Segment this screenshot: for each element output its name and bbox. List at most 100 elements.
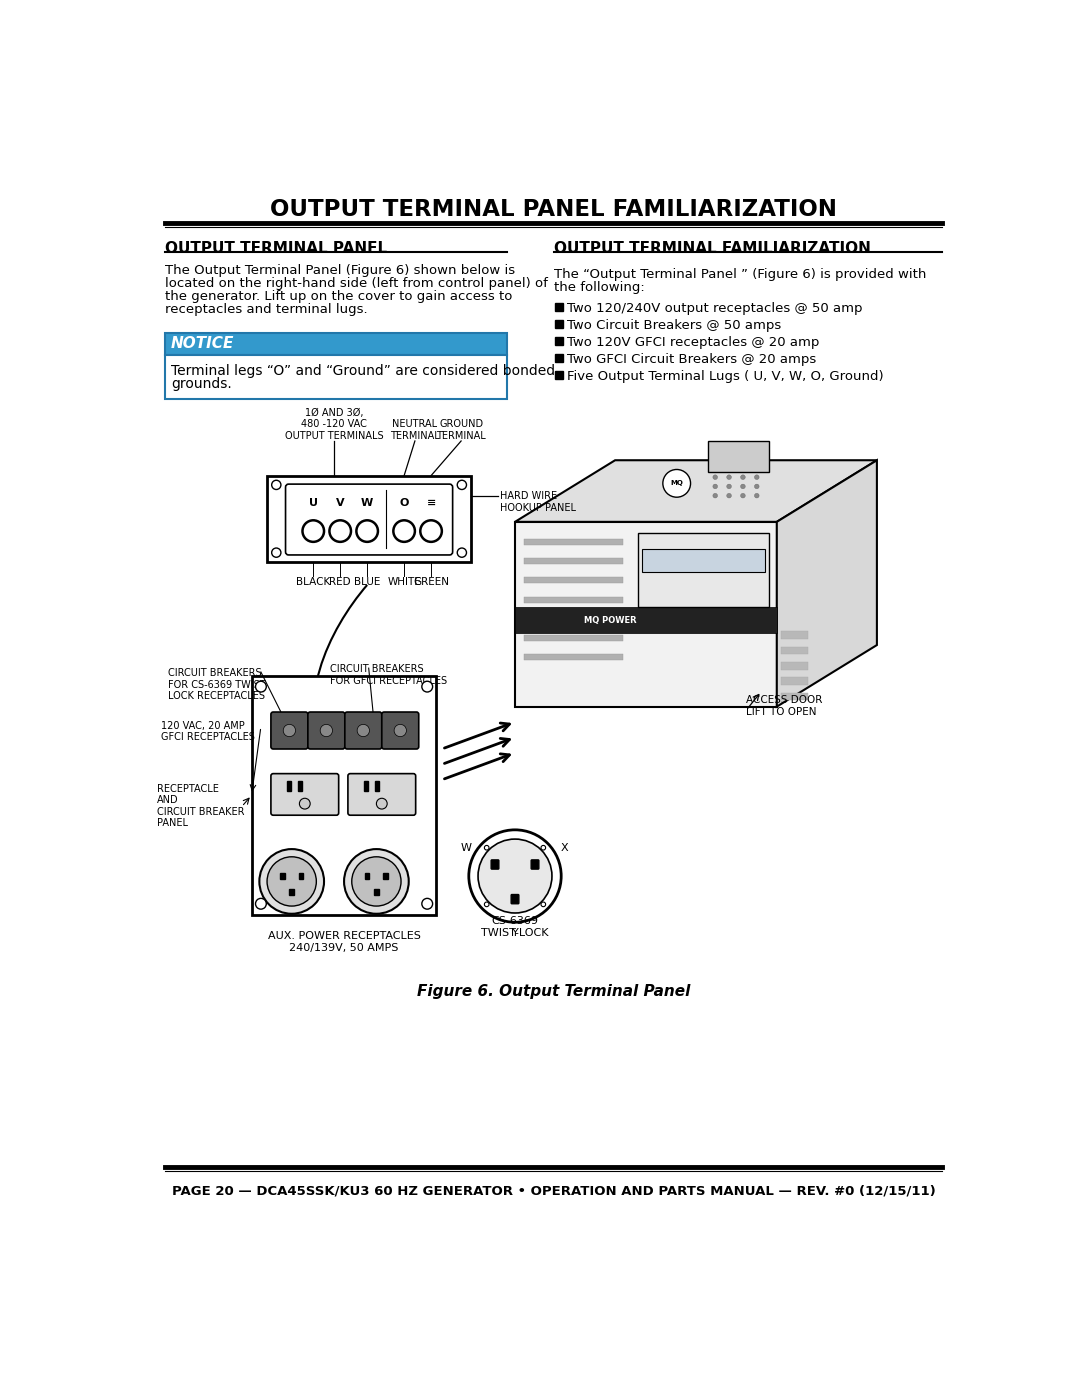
Text: Figure 6. Output Terminal Panel: Figure 6. Output Terminal Panel bbox=[417, 983, 690, 999]
FancyBboxPatch shape bbox=[289, 888, 294, 895]
FancyBboxPatch shape bbox=[374, 888, 379, 895]
Bar bbox=[555, 303, 563, 312]
Bar bbox=[524, 577, 623, 584]
Text: OUTPUT TERMINAL FAMILIARIZATION: OUTPUT TERMINAL FAMILIARIZATION bbox=[554, 240, 870, 256]
Text: OUTPUT TERMINAL PANEL: OUTPUT TERMINAL PANEL bbox=[164, 240, 387, 256]
Bar bbox=[781, 631, 808, 638]
Polygon shape bbox=[515, 460, 877, 522]
FancyBboxPatch shape bbox=[271, 774, 339, 816]
Circle shape bbox=[272, 481, 281, 489]
Circle shape bbox=[713, 475, 717, 479]
FancyBboxPatch shape bbox=[308, 712, 345, 749]
Circle shape bbox=[755, 485, 759, 489]
Bar bbox=[364, 781, 368, 791]
Circle shape bbox=[377, 798, 387, 809]
Circle shape bbox=[741, 475, 745, 479]
Circle shape bbox=[394, 725, 406, 736]
Text: Terminal legs “O” and “Ground” are considered bonded: Terminal legs “O” and “Ground” are consi… bbox=[171, 365, 555, 379]
Bar bbox=[555, 353, 563, 362]
Circle shape bbox=[457, 481, 467, 489]
Text: Two Circuit Breakers @ 50 amps: Two Circuit Breakers @ 50 amps bbox=[567, 320, 782, 332]
Text: receptacles and terminal lugs.: receptacles and terminal lugs. bbox=[164, 303, 367, 316]
Text: X: X bbox=[561, 842, 568, 852]
Text: CIRCUIT BREAKERS
FOR CS-6369 TWIST
LOCK RECEPTACLES: CIRCUIT BREAKERS FOR CS-6369 TWIST LOCK … bbox=[168, 668, 266, 701]
Bar bbox=[781, 678, 808, 685]
Text: Two GFCI Circuit Breakers @ 20 amps: Two GFCI Circuit Breakers @ 20 amps bbox=[567, 353, 816, 366]
Text: Two 120V GFCI receptacles @ 20 amp: Two 120V GFCI receptacles @ 20 amp bbox=[567, 337, 820, 349]
Circle shape bbox=[256, 682, 267, 692]
FancyBboxPatch shape bbox=[383, 873, 388, 879]
Circle shape bbox=[299, 798, 310, 809]
Circle shape bbox=[422, 898, 433, 909]
Text: BLACK: BLACK bbox=[296, 577, 330, 587]
Bar bbox=[524, 597, 623, 602]
Text: RED: RED bbox=[329, 577, 351, 587]
Circle shape bbox=[727, 485, 731, 489]
Text: 120 VAC, 20 AMP
GFCI RECEPTACLES: 120 VAC, 20 AMP GFCI RECEPTACLES bbox=[161, 721, 255, 742]
Circle shape bbox=[345, 849, 408, 914]
FancyBboxPatch shape bbox=[285, 485, 453, 555]
Circle shape bbox=[259, 849, 324, 914]
Bar bbox=[781, 662, 808, 669]
Text: PAGE 20 — DCA45SSK/KU3 60 HZ GENERATOR • OPERATION AND PARTS MANUAL — REV. #0 (1: PAGE 20 — DCA45SSK/KU3 60 HZ GENERATOR •… bbox=[172, 1185, 935, 1197]
Circle shape bbox=[357, 725, 369, 736]
Text: grounds.: grounds. bbox=[171, 377, 231, 391]
Bar bbox=[555, 320, 563, 328]
Bar bbox=[524, 654, 623, 661]
Circle shape bbox=[352, 856, 401, 907]
Circle shape bbox=[267, 856, 316, 907]
Circle shape bbox=[329, 520, 351, 542]
Bar bbox=[781, 693, 808, 700]
Text: V: V bbox=[336, 497, 345, 507]
Circle shape bbox=[663, 469, 690, 497]
Bar bbox=[707, 441, 769, 472]
Text: U: U bbox=[309, 497, 318, 507]
Bar bbox=[375, 781, 379, 791]
Text: BLUE: BLUE bbox=[354, 577, 380, 587]
FancyBboxPatch shape bbox=[252, 676, 436, 915]
Text: The Output Terminal Panel (Figure 6) shown below is: The Output Terminal Panel (Figure 6) sho… bbox=[164, 264, 515, 277]
Circle shape bbox=[741, 485, 745, 489]
Circle shape bbox=[727, 475, 731, 479]
FancyBboxPatch shape bbox=[365, 873, 369, 879]
FancyBboxPatch shape bbox=[531, 861, 539, 869]
Text: 1Ø AND 3Ø,
480 -120 VAC
OUTPUT TERMINALS: 1Ø AND 3Ø, 480 -120 VAC OUTPUT TERMINALS bbox=[285, 408, 383, 441]
FancyBboxPatch shape bbox=[345, 712, 382, 749]
Bar bbox=[287, 781, 291, 791]
Circle shape bbox=[741, 493, 745, 497]
Text: CS-6369
TWIST-LOCK: CS-6369 TWIST-LOCK bbox=[482, 916, 549, 937]
Polygon shape bbox=[515, 522, 777, 707]
Circle shape bbox=[727, 493, 731, 497]
Text: W: W bbox=[361, 497, 374, 507]
Circle shape bbox=[393, 520, 415, 542]
Text: RECEPTACLE
AND
CIRCUIT BREAKER
PANEL: RECEPTACLE AND CIRCUIT BREAKER PANEL bbox=[157, 784, 244, 828]
Text: WHITE: WHITE bbox=[388, 577, 421, 587]
Text: located on the right-hand side (left from control panel) of: located on the right-hand side (left fro… bbox=[164, 277, 548, 291]
Text: Y: Y bbox=[512, 928, 518, 937]
Text: HARD WIRE
HOOKUP PANEL: HARD WIRE HOOKUP PANEL bbox=[500, 490, 576, 513]
Text: NOTICE: NOTICE bbox=[171, 337, 234, 352]
Circle shape bbox=[420, 520, 442, 542]
Bar bbox=[781, 647, 808, 654]
Circle shape bbox=[755, 493, 759, 497]
FancyBboxPatch shape bbox=[164, 355, 508, 400]
Text: CIRCUIT BREAKERS
FOR GFCI RECEPTACLES: CIRCUIT BREAKERS FOR GFCI RECEPTACLES bbox=[330, 665, 447, 686]
Circle shape bbox=[302, 520, 324, 542]
Text: Five Output Terminal Lugs ( U, V, W, O, Ground): Five Output Terminal Lugs ( U, V, W, O, … bbox=[567, 370, 885, 383]
Bar bbox=[524, 616, 623, 622]
Circle shape bbox=[484, 902, 489, 907]
Circle shape bbox=[422, 682, 433, 692]
Text: the following:: the following: bbox=[554, 281, 645, 293]
Bar bbox=[638, 534, 769, 606]
Bar bbox=[524, 539, 623, 545]
Text: The “Output Terminal Panel ” (Figure 6) is provided with: The “Output Terminal Panel ” (Figure 6) … bbox=[554, 268, 926, 281]
Circle shape bbox=[541, 902, 545, 907]
FancyBboxPatch shape bbox=[348, 774, 416, 816]
Circle shape bbox=[541, 845, 545, 849]
Circle shape bbox=[283, 725, 296, 736]
Circle shape bbox=[469, 830, 562, 922]
Bar bbox=[642, 549, 766, 571]
Circle shape bbox=[256, 898, 267, 909]
Text: O: O bbox=[400, 497, 409, 507]
Text: GREEN: GREEN bbox=[413, 577, 449, 587]
